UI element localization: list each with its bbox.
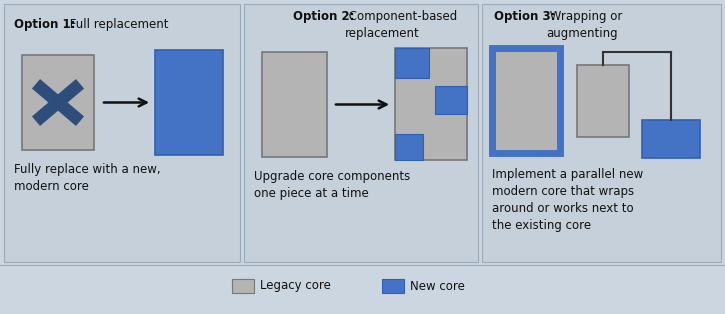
Bar [22, 55, 94, 150]
Text: Option 2:: Option 2: [293, 10, 355, 23]
Bar [577, 65, 629, 137]
Text: Upgrade core components
one piece at a time: Upgrade core components one piece at a t… [254, 170, 410, 200]
Text: Fully replace with a new,
modern core: Fully replace with a new, modern core [14, 163, 161, 193]
Text: Option 3:: Option 3: [494, 10, 555, 23]
Bar [395, 134, 423, 160]
Text: Component-based
replacement: Component-based replacement [345, 10, 457, 40]
Bar [4, 4, 240, 262]
Bar [232, 279, 254, 293]
Bar [395, 48, 467, 160]
Bar [244, 4, 478, 262]
Bar [492, 48, 560, 153]
Bar [155, 50, 223, 155]
Bar [262, 52, 327, 157]
Text: Legacy core: Legacy core [260, 279, 331, 293]
Bar [382, 279, 404, 293]
Text: New core: New core [410, 279, 465, 293]
Text: Option 1:: Option 1: [14, 18, 75, 31]
Text: Implement a parallel new
modern core that wraps
around or works next to
the exis: Implement a parallel new modern core tha… [492, 168, 643, 232]
Bar [435, 86, 467, 114]
Bar [482, 4, 721, 262]
Text: Full replacement: Full replacement [66, 18, 168, 31]
Bar [395, 48, 429, 78]
Text: Wrapping or
augmenting: Wrapping or augmenting [546, 10, 622, 40]
Bar [642, 120, 700, 158]
